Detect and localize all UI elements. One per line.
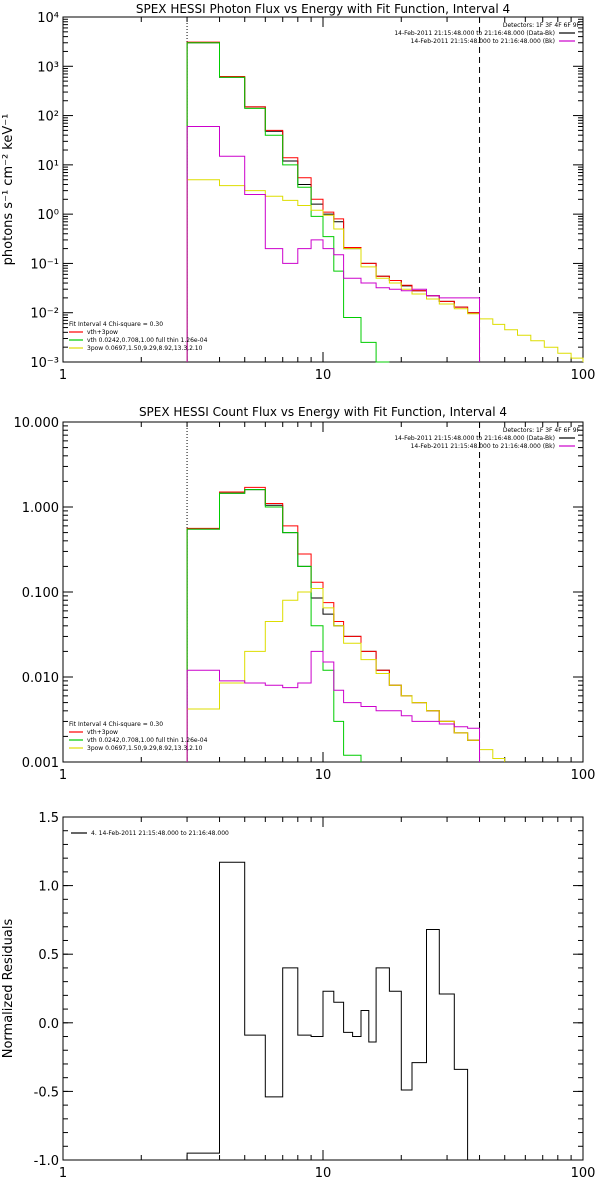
- detectors-label: Detectors: 1F 3F 4F 6F 9F: [503, 22, 581, 29]
- fit-info-label: Fit Interval 4 Chi-square = 0.30: [69, 321, 163, 328]
- y-tick-label: 10.000: [14, 416, 60, 431]
- y-tick-label: 10⁻¹: [30, 257, 59, 272]
- y-tick-label: -1.0: [34, 1154, 59, 1169]
- x-tick-label: 10: [315, 368, 332, 383]
- series-vth: [186, 42, 390, 363]
- interval-label: 14-Feb-2011 21:15:48.000 to 21:16:48.000…: [411, 38, 555, 45]
- chart-title: SPEX HESSI Count Flux vs Energy with Fit…: [139, 405, 507, 419]
- y-tick-label: 10⁴: [37, 11, 59, 26]
- interval-label: 14-Feb-2011 21:15:48.000 to 21:16:48.000…: [411, 443, 555, 450]
- y-tick-label: 0.001: [22, 756, 59, 771]
- y-tick-label: -0.5: [34, 1085, 59, 1100]
- series-bk: [186, 650, 480, 762]
- component-label: vth+3pow: [87, 729, 118, 736]
- series-data-bk: [186, 42, 480, 362]
- x-tick-label: 1: [59, 1166, 67, 1181]
- x-tick-label: 100: [571, 368, 596, 383]
- series-bk: [186, 126, 480, 362]
- y-tick-label: 10⁻²: [30, 307, 59, 322]
- detectors-label: Detectors: 1F 3F 4F 6F 9F: [503, 427, 581, 434]
- series-vth-3pow: [186, 41, 480, 362]
- y-tick-label: 0.5: [38, 948, 59, 963]
- component-label: 3pow 0.0697,1.50,9.29,8.92,13.3,2.10: [87, 345, 203, 352]
- x-tick-label: 100: [571, 1166, 596, 1181]
- y-tick-label: 0.100: [22, 586, 59, 601]
- legend-label: 4. 14-Feb-2011 21:15:48.000 to 21:16:48.…: [91, 830, 229, 837]
- component-label: vth+3pow: [87, 329, 118, 336]
- series-3pow: [186, 179, 584, 362]
- y-tick-label: 10⁻³: [30, 356, 59, 371]
- y-tick-label: 10¹: [37, 159, 59, 174]
- x-tick-label: 1: [59, 768, 67, 783]
- y-tick-label: 10²: [37, 110, 59, 125]
- chart-panel-2: SPEX HESSI Count Flux vs Energy with Fit…: [14, 405, 596, 783]
- component-label: 3pow 0.0697,1.50,9.29,8.92,13.3,2.10: [87, 745, 203, 752]
- series-vth: [186, 489, 362, 762]
- x-tick-label: 100: [571, 768, 596, 783]
- y-tick-label: 1.5: [38, 811, 59, 826]
- interval-label: 14-Feb-2011 21:15:48.000 to 21:16:48.000…: [394, 30, 555, 37]
- series-3pow: [186, 588, 506, 762]
- y-tick-label: 1.0: [38, 880, 59, 895]
- y-tick-label: 10⁰: [37, 208, 59, 223]
- chart-panel-1: SPEX HESSI Photon Flux vs Energy with Fi…: [1, 2, 595, 383]
- chart-title: SPEX HESSI Photon Flux vs Energy with Fi…: [136, 2, 510, 16]
- y-tick-label: 0.010: [22, 671, 59, 686]
- x-tick-label: 10: [315, 768, 332, 783]
- plot-frame: [62, 16, 584, 363]
- series-4-14-feb-2011-21-15-48-000-to-21-16-48-000: [186, 861, 480, 1161]
- y-tick-label: 0.0: [38, 1017, 59, 1032]
- plot-frame: [62, 816, 584, 1161]
- y-axis-label: Normalized Residuals: [1, 919, 16, 1059]
- component-label: vth 0.0242,0.708,1.00 full thin 1.26e-04: [87, 737, 208, 744]
- chart-panel-3: Normalized Residuals 1 10 100 -1.0 -0.5 0.0 0.5…: [1, 811, 595, 1181]
- y-tick-label: 10³: [37, 60, 59, 75]
- x-tick-label: 10: [315, 1166, 332, 1181]
- component-label: vth 0.0242,0.708,1.00 full thin 1.26e-04: [87, 337, 208, 344]
- y-axis-label: photons s⁻¹ cm⁻² keV⁻¹: [1, 114, 16, 266]
- x-tick-label: 1: [59, 368, 67, 383]
- interval-label: 14-Feb-2011 21:15:48.000 to 21:16:48.000…: [394, 435, 555, 442]
- y-tick-label: 1.000: [22, 501, 59, 516]
- fit-info-label: Fit Interval 4 Chi-square = 0.30: [69, 721, 163, 728]
